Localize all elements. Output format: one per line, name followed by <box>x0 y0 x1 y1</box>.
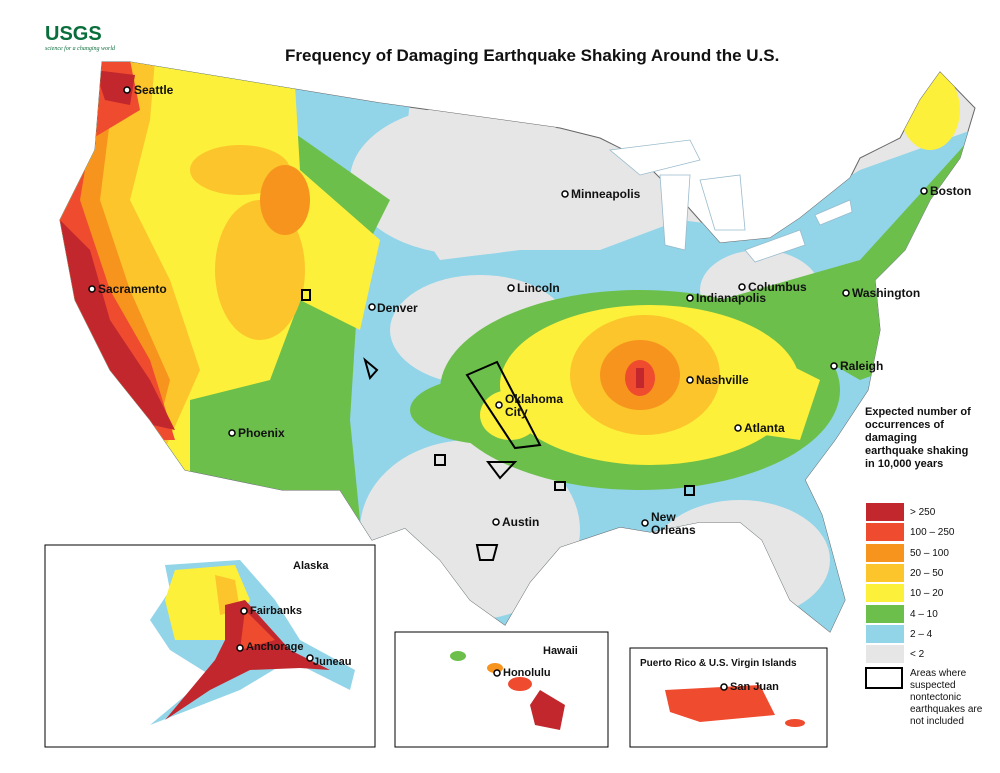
nontectonic-swatch <box>865 667 903 689</box>
city-label: Oklahoma City <box>505 392 564 419</box>
legend-swatch <box>866 563 904 582</box>
legend-swatch <box>866 624 904 643</box>
city-label: San Juan <box>730 681 779 693</box>
zone <box>785 719 805 727</box>
logo-tagline: science for a changing world <box>45 45 116 52</box>
city-label: Denver <box>377 301 418 315</box>
legend-swatch <box>866 543 904 562</box>
zone <box>260 165 310 235</box>
city-label: Minneapolis <box>571 187 641 201</box>
city-marker <box>738 283 746 291</box>
city-marker <box>123 86 131 94</box>
title: Frequency of Damaging Earthquake Shaking… <box>285 46 780 65</box>
legend-swatch <box>866 584 904 603</box>
city-marker <box>561 190 569 198</box>
legend-label: 10 – 20 <box>910 588 944 600</box>
zone <box>165 600 330 720</box>
legend-title: Expected number of occurrences of damagi… <box>865 406 971 470</box>
legend-label: < 2 <box>910 649 925 661</box>
legend-label: 4 – 10 <box>910 608 938 620</box>
city-label: Lincoln <box>517 281 560 295</box>
city-marker <box>228 429 236 437</box>
zone <box>240 610 275 650</box>
city-label: Phoenix <box>238 426 285 440</box>
city-label: Anchorage <box>246 641 304 653</box>
legend-swatch <box>866 604 904 623</box>
logo: USGS <box>45 23 102 45</box>
city-label: Sacramento <box>98 282 167 296</box>
city-marker <box>306 654 314 662</box>
city-marker <box>830 362 838 370</box>
zone <box>215 200 305 340</box>
city-marker <box>641 519 649 527</box>
city-markers <box>88 86 928 691</box>
legend-label: > 250 <box>910 507 936 518</box>
city-marker <box>88 285 96 293</box>
city-marker <box>734 424 742 432</box>
legend-swatch <box>866 503 904 521</box>
city-label: Seattle <box>134 83 174 97</box>
city-marker <box>507 284 515 292</box>
zone <box>450 651 466 661</box>
city-label: Boston <box>930 184 972 198</box>
city-marker <box>686 294 694 302</box>
city-marker <box>240 607 248 615</box>
zone <box>636 368 644 388</box>
city-label: New Orleans <box>651 510 696 537</box>
city-marker <box>236 644 244 652</box>
city-marker <box>720 683 728 691</box>
zone <box>900 70 960 150</box>
inset-title: Hawaii <box>543 645 578 657</box>
city-label: Atlanta <box>744 421 785 435</box>
city-marker <box>493 669 501 677</box>
city-marker <box>686 376 694 384</box>
legend-label: 100 – 250 <box>910 527 955 539</box>
zone <box>480 390 540 440</box>
zone <box>508 677 532 691</box>
city-marker <box>920 187 928 195</box>
city-label: Columbus <box>748 280 807 294</box>
zone <box>530 690 565 730</box>
great-lakes <box>609 139 853 263</box>
legend-swatch <box>866 523 904 542</box>
city-marker <box>842 289 850 297</box>
nontectonic-areas <box>301 289 695 561</box>
city-marker <box>495 401 503 409</box>
city-label: Indianapolis <box>696 291 767 305</box>
legend-label: 20 – 50 <box>910 567 944 579</box>
city-marker <box>492 518 500 526</box>
legend-swatch <box>866 645 904 664</box>
city-label: Raleigh <box>840 359 884 373</box>
city-label: Austin <box>502 515 540 529</box>
legend-note: Areas where suspected nontectonic earthq… <box>910 668 983 727</box>
zone <box>95 70 135 105</box>
city-marker <box>368 303 376 311</box>
zone <box>665 685 775 722</box>
city-label: Honolulu <box>503 667 551 679</box>
hawaii-inset <box>394 631 609 748</box>
zone <box>350 105 590 255</box>
zone <box>60 210 175 430</box>
city-label: Juneau <box>313 656 352 668</box>
city-label: Washington <box>852 286 921 300</box>
inset-title: Puerto Rico & U.S. Virgin Islands <box>640 658 797 669</box>
city-label: Fairbanks <box>250 605 302 617</box>
inset-title: Alaska <box>293 560 329 572</box>
city-label: Nashville <box>696 373 749 387</box>
legend-label: 2 – 4 <box>910 628 933 640</box>
zone <box>700 350 820 440</box>
legend-label: 50 – 100 <box>910 547 949 559</box>
